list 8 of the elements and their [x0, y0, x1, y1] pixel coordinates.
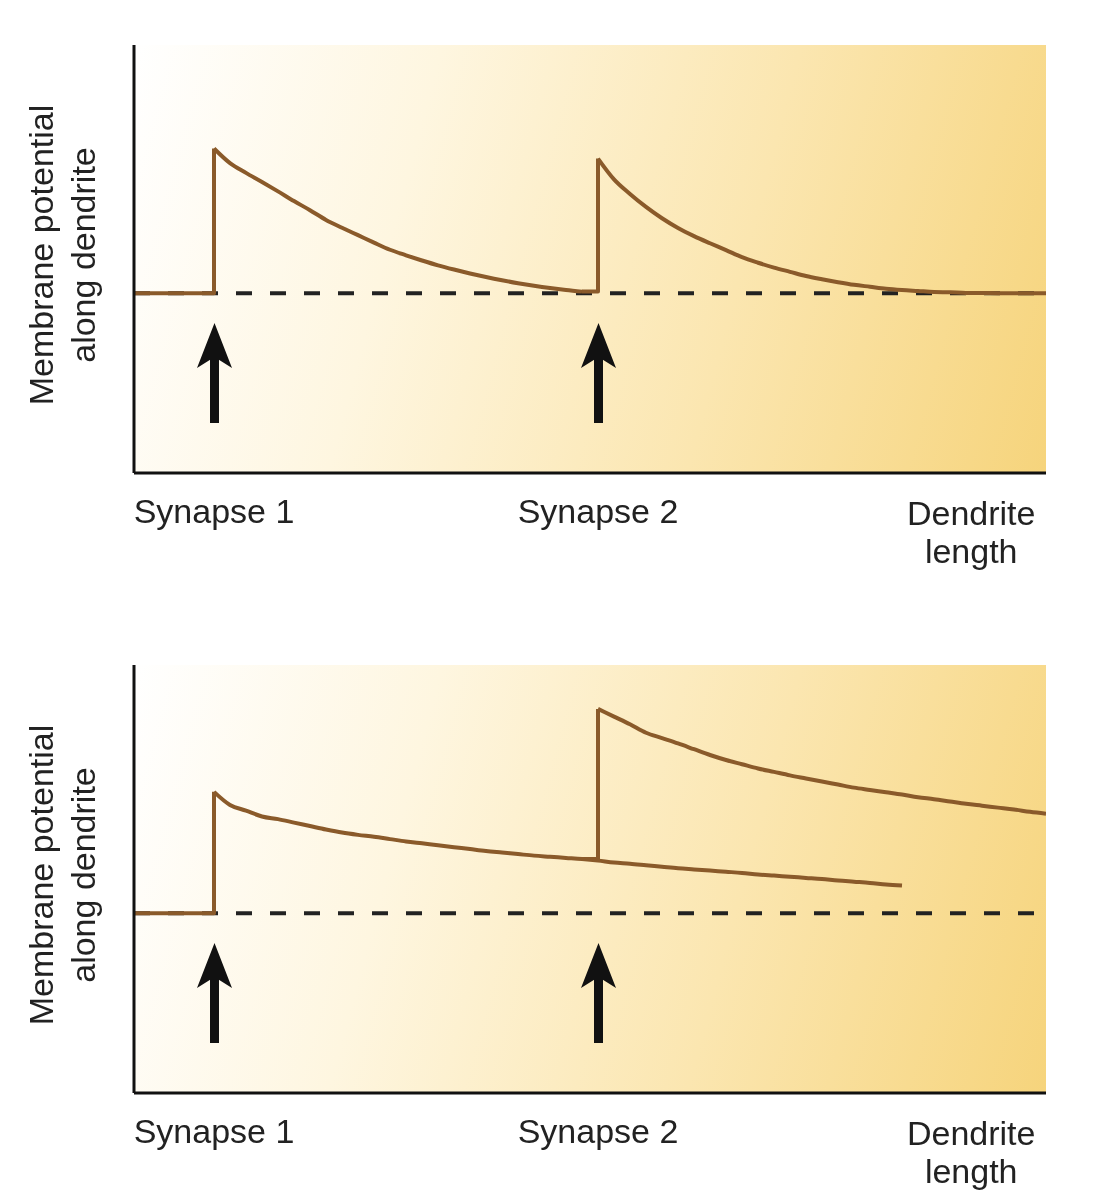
x-tick-label: Synapse 2: [517, 1112, 679, 1151]
x-tick-label: Synapse 1: [133, 1112, 295, 1151]
x-axis-title: Dendrite length: [906, 494, 1036, 570]
y-axis-title: Membrane potential along dendrite: [22, 724, 102, 1026]
y-axis-title: Membrane potential along dendrite: [22, 104, 102, 406]
x-tick-label: Synapse 1: [133, 492, 295, 531]
x-axis-title: Dendrite length: [906, 1114, 1036, 1190]
x-tick-label: Synapse 2: [517, 492, 679, 531]
